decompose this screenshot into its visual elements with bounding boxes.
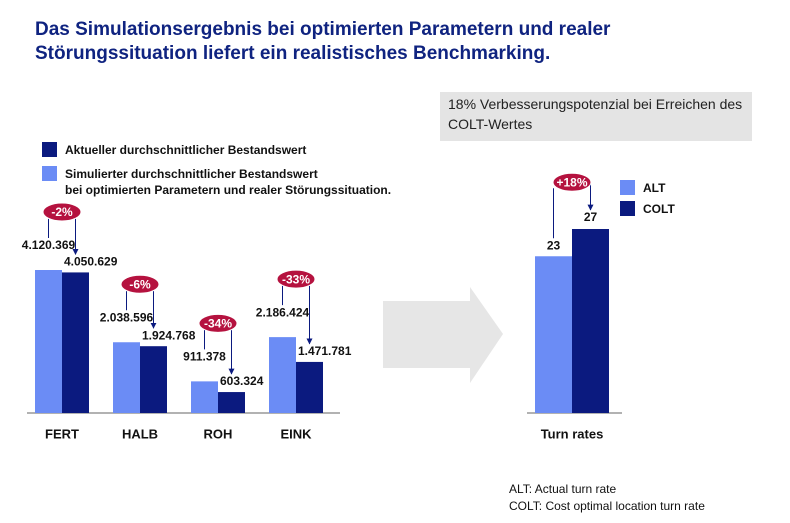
bar <box>35 270 62 413</box>
transition-arrow <box>383 287 503 383</box>
legend-label: COLT <box>643 202 675 216</box>
x-tick-label: HALB <box>122 426 158 441</box>
legend-swatch <box>42 142 57 157</box>
connector-arrow <box>228 322 237 375</box>
x-tick-label: EINK <box>280 426 312 441</box>
value-label: 2.186.424 <box>256 305 310 319</box>
change-label: -6% <box>129 277 151 291</box>
change-badge <box>120 274 160 294</box>
value-label: 1.924.768 <box>142 328 196 342</box>
bar <box>296 361 323 413</box>
change-label: -2% <box>51 205 73 219</box>
change-label: -34% <box>204 317 232 331</box>
legend-swatch <box>620 201 635 216</box>
value-label: 4.120.369 <box>22 238 76 252</box>
connector-arrow <box>150 283 159 329</box>
callout-box: 18% Verbesserungspotenzial bei Erreichen… <box>440 92 752 141</box>
change-badge <box>42 202 82 222</box>
legend-label: Aktueller durchschnittlicher Bestandswer… <box>65 143 307 157</box>
footnote: COLT: Cost optimal location turn rate <box>509 499 705 513</box>
bar <box>140 346 167 413</box>
change-label: -33% <box>282 272 310 286</box>
bar <box>218 392 245 413</box>
bar <box>113 342 140 413</box>
value-label: 2.038.596 <box>100 310 154 324</box>
legend-label: ALT <box>643 181 666 195</box>
change-label: +18% <box>556 175 587 189</box>
footnote: ALT: Actual turn rate <box>509 482 617 496</box>
x-tick-label: FERT <box>45 426 79 441</box>
legend-swatch <box>42 166 57 181</box>
change-badge <box>198 313 238 333</box>
bar <box>191 381 218 413</box>
bar <box>269 337 296 413</box>
slide-title: Das Simulationsergebnis bei optimierten … <box>35 19 611 64</box>
value-label: 23 <box>547 238 561 252</box>
change-badge <box>552 172 592 192</box>
change-badge <box>276 269 316 289</box>
legend-label: Simulierter durchschnittlicher Bestandsw… <box>65 167 392 197</box>
bar <box>572 229 609 413</box>
legend-swatch <box>620 180 635 195</box>
x-tick-label: Turn rates <box>541 426 604 441</box>
connector-arrow <box>306 278 315 345</box>
value-label: 27 <box>584 210 598 224</box>
bar <box>62 272 89 413</box>
value-label: 911.378 <box>183 350 226 364</box>
x-tick-label: ROH <box>204 426 233 441</box>
value-label: 603.324 <box>220 374 264 388</box>
value-label: 4.050.629 <box>64 255 118 269</box>
connector-arrow <box>587 181 594 211</box>
bar <box>535 256 572 413</box>
value-label: 1.471.781 <box>298 344 352 358</box>
